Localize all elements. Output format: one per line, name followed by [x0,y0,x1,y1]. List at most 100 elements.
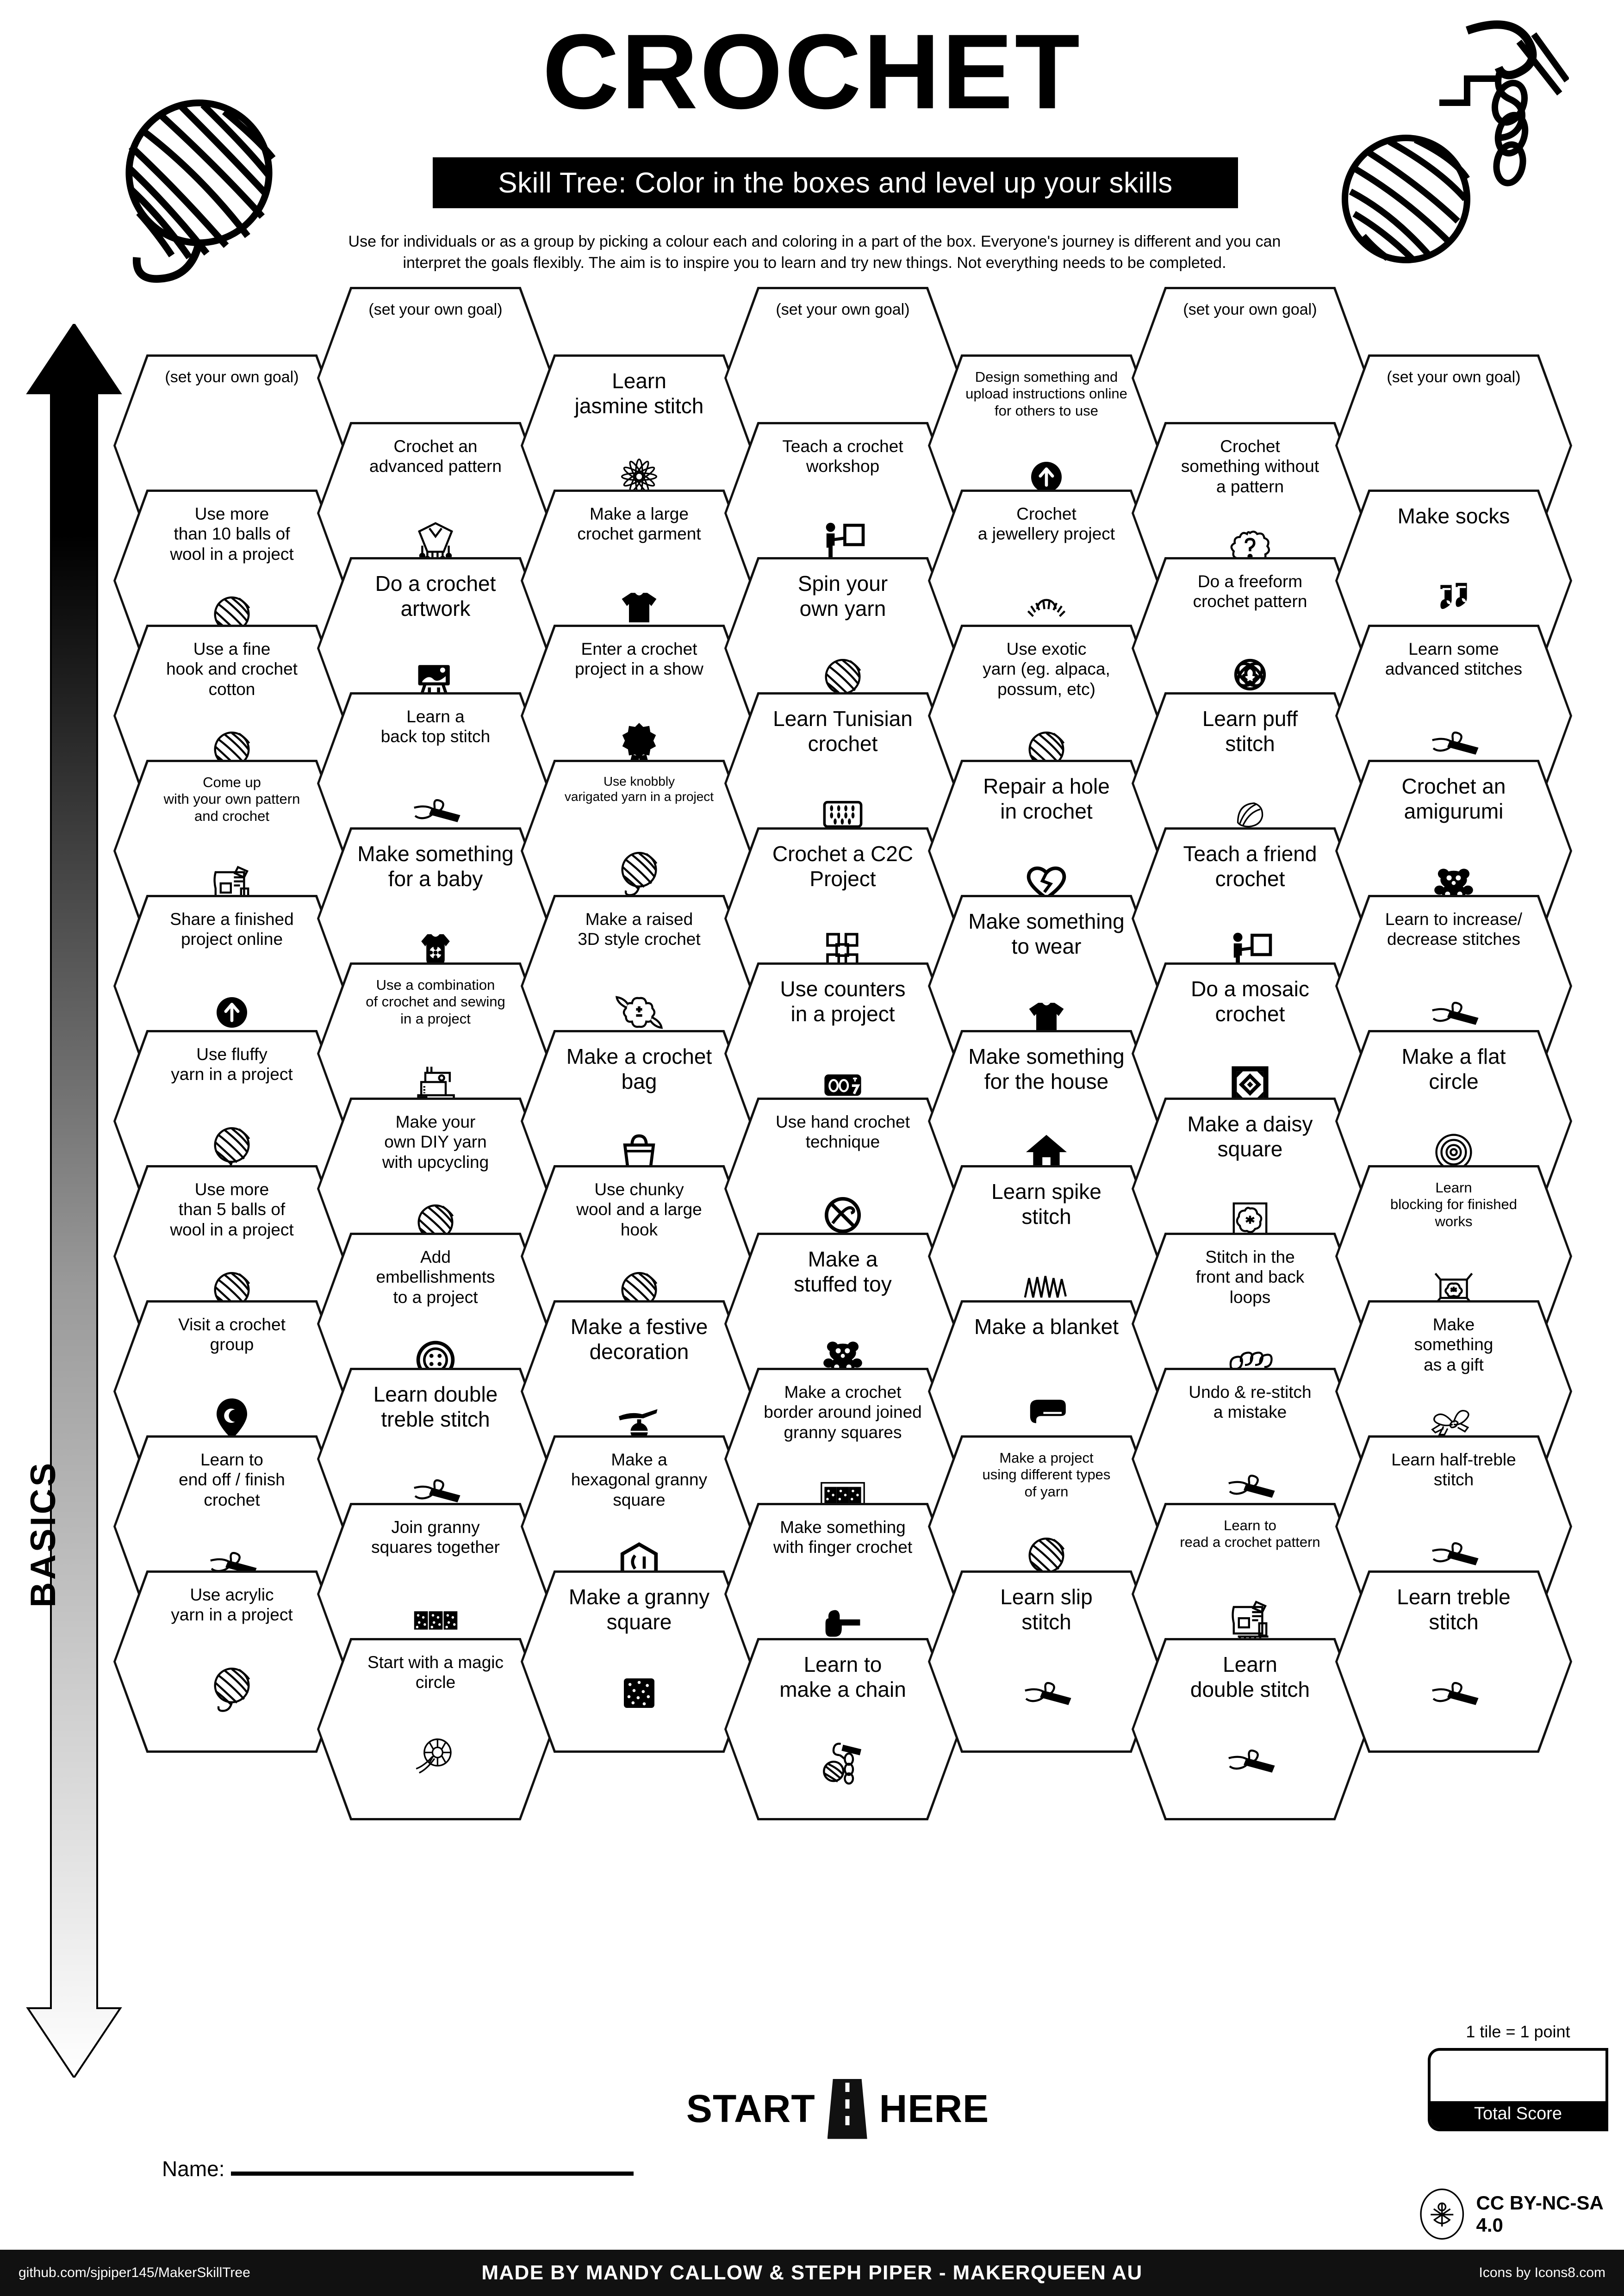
teacher-board-icon [1158,896,1342,1004]
hex-label: Make a stuffed toy [794,1247,892,1296]
upload-arrow-icon [954,423,1139,531]
skill-hex-c7-r10[interactable]: Learn treble stitch [1335,1570,1572,1753]
stitch-hook-icon [1362,683,1546,801]
skill-hex-c7-r1[interactable]: (set your own goal) [1335,354,1572,537]
skill-hex-c1-r10[interactable]: Use acrylic yarn in a project [113,1570,350,1753]
hex-body: Make a granny square [523,1573,755,1750]
bordered-squares-icon [751,1446,935,1544]
hex-label: Use fluffy yarn in a project [171,1045,293,1084]
zigzag-icon [954,1234,1139,1341]
hex-label: Make a raised 3D style crochet [578,910,701,949]
start-label: START [686,2087,815,2130]
teacher-board-icon [751,481,935,598]
skill-hex-c2-r11[interactable]: Start with a magic circle [317,1638,554,1820]
hex-label: Make something for the house [968,1044,1125,1093]
hex-label: Learn double stitch [1190,1652,1310,1701]
puff-icon [1158,761,1342,869]
granny-squares-row-icon [343,1562,528,1679]
hex-label: Make your own DIY yarn with upcycling [382,1112,489,1172]
hex-label: Use knobbly varigated yarn in a project [564,774,714,804]
hex-label: Make a blanket [974,1315,1119,1339]
hex-body: Learn treble stitch [1338,1573,1570,1750]
hex-label: (set your own goal) [165,368,299,386]
footer-icon-credit[interactable]: Icons by Icons8.com [1479,2265,1605,2280]
hex-label: Make a festive decoration [570,1315,708,1364]
hex-label: Add embellishments to a project [376,1247,495,1307]
skill-hex-grid: (set your own goal) Use more than 10 balls… [0,287,1624,2091]
hex-label: Learn slip stitch [1000,1585,1093,1634]
skill-hex-c4-r6[interactable]: Use counters in a project [724,962,961,1145]
hex-label: (set your own goal) [776,301,910,318]
footer-repo-link[interactable]: github.com/sjpiper145/MakerSkillTree [19,2265,250,2280]
skill-hex-c4-r11[interactable]: Learn to make a chain [724,1638,961,1820]
chain-hook-icon [751,1706,935,1814]
skill-level-arrow [26,324,122,2078]
skill-hex-c6-r11[interactable]: Learn double stitch [1132,1638,1369,1820]
stitch-hook-icon [343,751,528,869]
blanket-icon [954,1344,1139,1477]
hex-label: Do a crochet artwork [375,571,496,621]
gift-bow-icon [1362,1379,1546,1477]
stitch-hook-icon [1158,1427,1342,1544]
hex-label: Spin your own yarn [797,571,888,621]
hex-label: Make something as a gift [1414,1315,1493,1374]
hex-body: Start with a magic circle [319,1640,552,1818]
hex-body: Learn slip stitch [930,1573,1163,1750]
hex-label: Use acrylic yarn in a project [171,1585,293,1625]
tunisian-grid-icon [751,761,935,869]
hex-label: Crochet a jewellery project [977,504,1115,544]
hex-label: Use more than 10 balls of wool in a projec… [170,504,294,564]
stitch-hook-icon [1362,1639,1546,1747]
hex-label: Learn puff stitch [1202,707,1298,756]
hex-label: Learn to increase/decrease stitches [1385,910,1523,949]
hex-label: Teach a friend crochet [1183,842,1317,891]
hex-label: Use exotic yarn (eg. alpaca, possum, etc) [983,639,1110,699]
hex-label: Make a large crochet garment [577,504,701,544]
tshirt-icon [547,548,731,666]
hex-body: Learn to make a chain [727,1640,959,1818]
hex-label: Make socks [1397,504,1510,528]
hex-label: Learn blocking for finished works [1390,1179,1517,1229]
hex-label: Use hand crochet technique [775,1112,910,1152]
road-icon [827,2079,867,2139]
tile-point-note: 1 tile = 1 point [1466,2022,1570,2041]
no-hook-icon [751,1156,935,1274]
baby-onesie-icon [343,896,528,1004]
hex-label: (set your own goal) [368,301,503,318]
name-field-row[interactable]: Name: [162,2156,634,2181]
pattern-document-icon [1158,1555,1342,1679]
hex-label: Learn half-treble stitch [1391,1450,1516,1489]
hex-label: (set your own goal) [1387,368,1521,386]
skill-hex-c5-r10[interactable]: Learn slip stitch [928,1570,1165,1753]
creative-commons-badge-icon [1420,2188,1464,2240]
hex-label: Make something to wear [968,909,1125,958]
hex-label: Make something with finger crochet [773,1518,913,1557]
hex-label: Use more than 5 balls of wool in a project [170,1180,294,1239]
total-score-label: Total Score [1431,2101,1605,2128]
license-text: CC BY-NC-SA 4.0 [1476,2192,1603,2236]
hex-label: Learn some advanced stitches [1385,639,1523,679]
hex-label: Learn jasmine stitch [574,369,704,418]
broken-heart-icon [954,828,1139,936]
loops-icon [1158,1311,1342,1409]
hex-label: Visit a crochet group [178,1315,286,1354]
total-score-box[interactable]: Total Score [1428,2048,1608,2131]
hex-label: Learn to end off / finish crochet [179,1450,285,1509]
socks-icon [1362,533,1546,666]
skill-hex-c3-r10[interactable]: Make a granny square [521,1570,758,1753]
mosaic-tile-icon [1158,1031,1342,1139]
stitch-hook-icon [1158,1706,1342,1814]
hex-label: Learn a back top stitch [380,707,491,746]
tshirt-icon [954,963,1139,1071]
hex-label: Do a freeform crochet pattern [1193,572,1307,611]
hex-label: Make a daisy square [1187,1112,1313,1161]
hex-label: Use a combination of crochet and sewing in… [366,977,505,1027]
name-input-line[interactable] [231,2172,634,2176]
jewellery-icon [954,548,1139,666]
hex-body: Use acrylic yarn in a project [116,1573,348,1750]
hex-label: Use a fine hook and crochet cotton [166,639,298,699]
subtitle-text: Skill Tree: Color in the boxes and level… [498,167,1173,199]
hex-label: Crochet a C2C Project [772,842,914,891]
pointing-finger-icon [751,1562,935,1679]
footer-credit: MADE BY MANDY CALLOW & STEPH PIPER - MAK… [481,2261,1143,2284]
